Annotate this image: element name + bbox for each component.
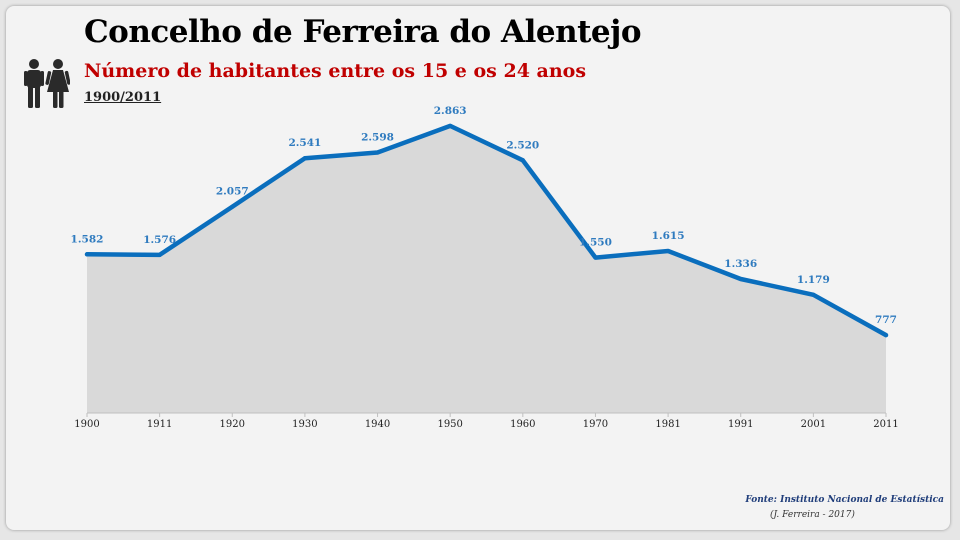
data-point	[520, 158, 525, 163]
chart-subtitle: Número de habitantes entre os 15 e os 24…	[84, 60, 587, 82]
author-note: (J. Ferreira - 2017)	[770, 510, 855, 520]
data-point	[302, 156, 307, 161]
data-label: 2.863	[434, 105, 467, 117]
data-point	[884, 333, 888, 338]
data-label: 2.598	[361, 131, 394, 143]
x-tick-label: 1930	[292, 419, 317, 430]
data-point	[448, 123, 453, 128]
x-tick-label: 1991	[728, 419, 753, 430]
data-point	[666, 249, 671, 254]
x-tick-label: 1960	[510, 419, 535, 430]
period-label: 1900/2011	[84, 90, 162, 105]
data-point	[230, 204, 235, 209]
data-point	[157, 252, 162, 257]
data-point	[738, 277, 743, 282]
x-tick-label: 1920	[220, 419, 245, 430]
x-tick-label: 1911	[147, 419, 172, 430]
source-note: Fonte: Instituto Nacional de Estatística	[745, 495, 944, 505]
data-label: 1.179	[797, 274, 830, 286]
chart-title: Concelho de Ferreira do Alentejo	[84, 14, 642, 50]
data-label: 2.520	[506, 139, 539, 151]
x-tick-label: 1981	[655, 419, 680, 430]
data-point	[593, 255, 598, 260]
data-label: 2.057	[216, 186, 249, 198]
data-point	[85, 252, 89, 257]
data-label: 1.615	[652, 230, 685, 242]
data-label: 2.541	[288, 137, 321, 149]
data-label: 1.576	[143, 234, 176, 246]
data-point	[811, 292, 816, 297]
x-tick-label: 2001	[801, 419, 826, 430]
x-tick-label: 1970	[583, 419, 608, 430]
series-line	[84, 123, 889, 338]
data-label: 777	[875, 314, 897, 326]
data-label: 1.550	[579, 237, 612, 249]
data-point	[375, 150, 380, 155]
x-tick-label: 2011	[873, 419, 898, 430]
x-tick-label: 1940	[365, 419, 390, 430]
people-icon	[24, 59, 70, 108]
data-label: 1.336	[724, 258, 757, 270]
x-tick-label: 1900	[74, 419, 99, 430]
x-tick-label: 1950	[437, 419, 462, 430]
area-fill	[87, 125, 886, 414]
data-label: 1.582	[71, 233, 104, 245]
